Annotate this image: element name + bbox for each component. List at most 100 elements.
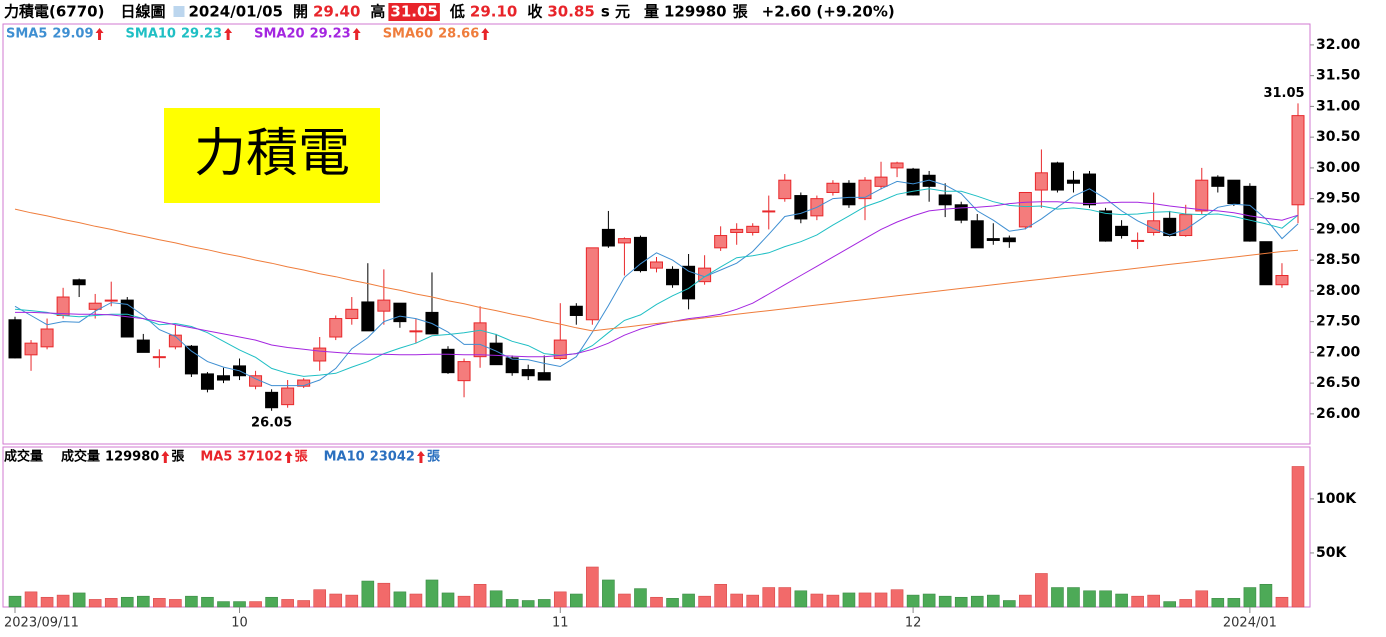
volume-bar [922,593,936,608]
y-tick-label: 50K [1316,545,1347,561]
y-tick-label: 27.00 [1316,344,1361,360]
candle-body [762,210,776,213]
candle-body [778,179,792,200]
candle-body [281,387,295,406]
candle-body [120,299,134,338]
volume-bar [56,594,70,608]
volume-bar [185,595,198,608]
volume-bar [441,592,455,608]
volume-bar [874,592,888,608]
volume-bar [297,600,310,608]
candle-body [1211,176,1225,187]
candle-body [88,302,102,310]
legend-name: SMA60 [383,27,433,42]
legend-value: 23042 [370,450,415,465]
candle-body [874,176,888,187]
volume-bar [650,596,663,608]
candle-body [377,299,391,312]
legend-unit: 張 [295,450,309,465]
candle-body [152,356,166,359]
volume-bar [938,595,952,608]
price-panel [2,23,1311,445]
y-tick-label: 31.50 [1316,68,1361,84]
candle-body [569,305,583,316]
volume-bar [1243,587,1257,608]
legend-name: SMA5 [6,27,47,42]
open-label: 開 [293,3,308,21]
volume-bar [217,601,230,608]
candle-body [329,318,343,338]
candle-body [1179,214,1193,237]
candle-body [361,301,375,332]
candle-body [1227,179,1241,205]
volume-bar [954,596,968,608]
ma-line [14,188,1299,377]
y-tick-label: 30.00 [1316,160,1361,176]
candle-body [1002,237,1016,243]
volume-bar [537,599,551,608]
y-tick-label: 27.50 [1316,314,1361,330]
close-label: 收 [527,3,542,21]
candle-body [1034,172,1048,191]
volume-bar [986,594,1000,608]
candle-body [986,238,1000,241]
up-arrow [161,451,170,463]
volume-bar [634,588,647,608]
candle-body [970,220,984,249]
volume-bar [265,596,278,608]
candle-body [553,339,567,360]
up-arrow [224,28,233,40]
x-tick-label: 2024/01 [1223,616,1277,631]
candle-body [922,174,936,187]
up-arrow [95,28,104,40]
volume-bar [169,599,182,608]
candle-body [200,373,214,390]
candle-body [1259,241,1273,286]
volume-bar [1035,573,1048,608]
candle-body [666,268,680,286]
volume-bar [137,595,150,608]
legend-name: MA5 [200,450,232,465]
volume-bar [249,601,262,608]
legend-value: 29.23 [310,27,351,42]
candle-body [601,228,615,247]
candle-body [650,261,663,269]
volume-bar [1259,583,1273,608]
y-tick-label: 30.50 [1316,129,1361,145]
volume-bar [794,590,808,608]
candle-body [1083,173,1097,206]
volume-bar [1275,596,1289,608]
volume-bar [361,580,375,608]
candle-body [1243,185,1257,242]
volume-unit: 張 [733,3,749,21]
up-arrow [481,28,490,40]
legend-value: 29.23 [181,27,222,42]
high-label: 31.05 [1263,86,1304,101]
candle-body [521,369,535,377]
candle-body [393,302,407,323]
y-tick-label: 26.00 [1316,406,1361,422]
candle-body [1147,220,1161,233]
candle-body [746,225,760,233]
volume-bar [810,593,824,608]
volume-bar [858,592,872,608]
candle-body [1163,217,1177,237]
volume-bar [40,596,54,608]
volume-bar [618,593,631,608]
volume-bar [281,599,294,608]
up-arrow [284,451,293,463]
candle-body [505,357,519,374]
candle-body [537,372,551,381]
volume-bar [425,579,439,608]
y-tick-label: 29.00 [1316,221,1361,237]
close-value: 30.85 [547,3,594,21]
y-tick-label: 26.50 [1316,375,1361,391]
candle-body [409,330,423,333]
volume-bar [698,595,711,608]
candle-body [826,182,840,193]
candle-body [730,228,744,233]
candle-body [457,361,471,382]
candle-body [216,375,230,381]
candle-body [441,348,455,374]
